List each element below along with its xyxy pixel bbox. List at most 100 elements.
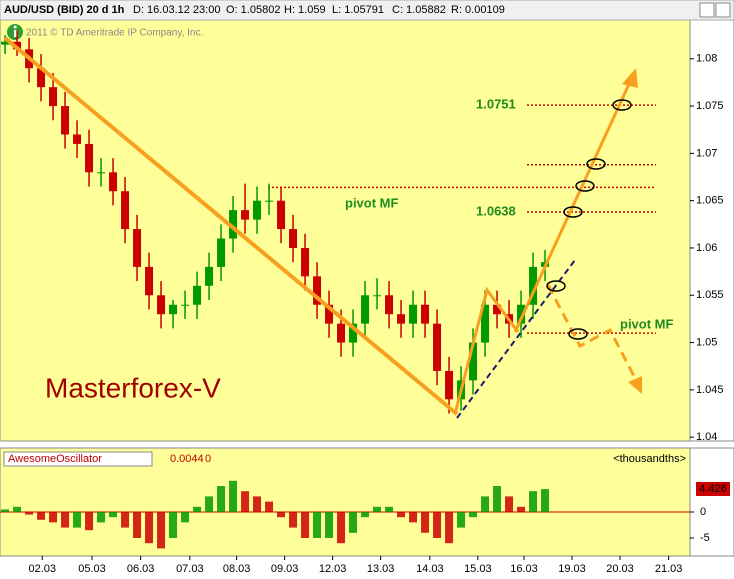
oscillator-bar [493, 485, 502, 512]
oscillator-bar [25, 511, 34, 515]
oscillator-axis [689, 447, 734, 557]
candle-body [349, 323, 358, 343]
oscillator-bar [445, 511, 454, 544]
y-tick-label: 1.065 [696, 195, 724, 207]
oscillator-bar [541, 489, 550, 512]
oscillator-bar [361, 511, 370, 518]
candle-body [529, 266, 538, 305]
candle-body [253, 200, 262, 220]
watermark: 2011 © TD Ameritrade IP Company, Inc. [26, 28, 203, 39]
pivot-label: pivot MF [345, 195, 398, 210]
support-line [456, 259, 576, 419]
candle-body [445, 370, 454, 400]
candle-body [109, 172, 118, 192]
candle-body [469, 342, 478, 381]
marker-ellipse [575, 180, 595, 192]
oscillator-bar [97, 511, 106, 523]
oscillator-bar [433, 511, 442, 538]
candle-body [337, 323, 346, 343]
oscillator-bar [289, 511, 298, 528]
candle-body [121, 191, 130, 230]
x-tick-label: 05.03 [78, 563, 106, 575]
candle-body [301, 247, 310, 277]
bar-open: O: 1.05802 [226, 4, 280, 16]
last-value-box [696, 481, 730, 496]
y-tick-label: 0 [700, 506, 706, 518]
oscillator-bar [373, 506, 382, 512]
oscillator-bar [349, 511, 358, 533]
x-tick-label: 12.03 [319, 563, 347, 575]
candle-body [277, 200, 286, 230]
x-tick-label: 13.03 [367, 563, 395, 575]
oscillator-bar [193, 506, 202, 512]
y-tick-label: 1.07 [696, 147, 717, 159]
oscillator-bar [205, 496, 214, 512]
indicator-value: 0 [205, 453, 211, 465]
candle-body [397, 314, 406, 324]
x-tick-label: 07.03 [176, 563, 204, 575]
x-tick-label: 14.03 [416, 563, 444, 575]
annotation: Masterforex-V [45, 372, 221, 403]
candle-body [325, 304, 334, 324]
candle-body [493, 304, 502, 315]
candle-body [193, 285, 202, 305]
level-label: 1.0638 [476, 203, 516, 218]
oscillator-bar [517, 506, 526, 512]
oscillator-bar [13, 506, 22, 512]
y-tick-label: 1.075 [696, 100, 724, 112]
indicator-name-box [3, 451, 153, 467]
toolbar-button[interactable] [715, 2, 731, 18]
y-tick-label: -5 [700, 532, 710, 544]
candle-body [1, 41, 10, 45]
forecast-line [546, 284, 638, 381]
y-tick-label: 1.08 [696, 53, 717, 65]
marker-ellipse [586, 158, 606, 170]
x-tick-label: 21.03 [655, 563, 683, 575]
candle-body [229, 210, 238, 239]
oscillator-bar [61, 511, 70, 528]
oscillator-bar [109, 511, 118, 518]
oscillator-bar [505, 496, 514, 512]
oscillator-bar [229, 480, 238, 512]
arrow-head [622, 68, 638, 88]
oscillator-bar [265, 501, 274, 512]
pivot-label: pivot MF [620, 316, 673, 331]
y-tick-label: 1.06 [696, 242, 717, 254]
oscillator-bar [241, 491, 250, 512]
candle-body [85, 143, 94, 173]
candle-body [73, 134, 82, 144]
y-tick-label: 1.04 [696, 431, 717, 443]
bar-low: L: 1.05791 [332, 4, 384, 16]
candle-body [97, 172, 106, 174]
candle-body [361, 295, 370, 324]
oscillator-bar [529, 491, 538, 512]
bar-close: C: 1.05882 [392, 4, 446, 16]
oscillator-bar [181, 511, 190, 523]
x-tick-label: 15.03 [464, 563, 492, 575]
oscillator-bar [217, 485, 226, 512]
last-value-label: 4.426 [699, 483, 727, 495]
toolbar-button[interactable] [699, 2, 715, 18]
candle-body [481, 304, 490, 343]
info-icon-dot [13, 25, 17, 29]
indicator-name: AwesomeOscillator [8, 453, 102, 465]
symbol: AUD/USD (BID) 20 d 1h [4, 4, 125, 16]
oscillator-bar [133, 511, 142, 538]
oscillator-bar [385, 506, 394, 512]
oscillator-bar [169, 511, 178, 538]
marker-ellipse [568, 328, 588, 340]
y-tick-label: 1.045 [696, 384, 724, 396]
bar-high: H: 1.059 [284, 4, 326, 16]
oscillator-bar [253, 496, 262, 512]
x-tick-label: 19.03 [558, 563, 586, 575]
candle-body [145, 266, 154, 296]
x-tick-label: 20.03 [606, 563, 634, 575]
candle-body [421, 304, 430, 324]
oscillator-bar [313, 511, 322, 538]
oscillator-bar [85, 511, 94, 531]
candle-body [313, 276, 322, 305]
oscillator-bar [73, 511, 82, 528]
x-tick-label: 06.03 [127, 563, 155, 575]
candle-body [181, 304, 190, 306]
